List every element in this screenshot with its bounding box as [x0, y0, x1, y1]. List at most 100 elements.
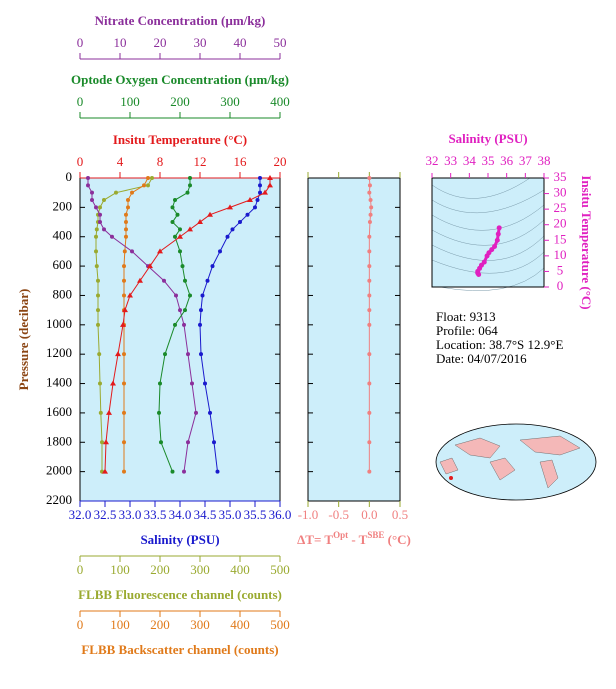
marker — [200, 293, 205, 298]
marker — [178, 227, 182, 232]
marker — [94, 264, 99, 269]
x-tick-label: 35.0 — [219, 507, 242, 522]
marker — [367, 183, 372, 188]
label-part: (°C) — [384, 532, 411, 547]
marker — [367, 440, 372, 445]
ts-panel — [432, 178, 544, 287]
y-tick-label: 1800 — [46, 433, 72, 448]
marker — [173, 234, 177, 239]
ts-point — [476, 272, 482, 278]
marker — [147, 263, 153, 269]
marker — [86, 183, 90, 188]
marker — [367, 278, 372, 283]
x-tick-label: 4 — [117, 154, 124, 169]
marker — [253, 205, 257, 210]
ts-point — [494, 237, 500, 243]
marker — [137, 277, 143, 283]
marker — [205, 278, 210, 283]
ts-point — [484, 253, 490, 259]
x-tick-label: 0 — [77, 562, 84, 577]
x-tick-label: 10 — [114, 35, 127, 50]
marker — [162, 278, 166, 283]
y-tick-label: 2200 — [46, 492, 72, 507]
marker — [98, 212, 102, 217]
marker — [367, 190, 372, 195]
marker — [157, 410, 161, 415]
marker — [122, 352, 126, 357]
marker — [368, 198, 373, 203]
marker — [124, 227, 128, 232]
marker — [230, 227, 235, 232]
marker — [114, 190, 118, 195]
marker — [96, 278, 100, 283]
x-tick-label: 50 — [274, 35, 287, 50]
x-tick-label: 300 — [190, 562, 210, 577]
marker — [186, 352, 190, 357]
marker — [187, 226, 193, 232]
marker — [367, 410, 372, 415]
y-tick-label: 30 — [554, 185, 567, 200]
marker — [367, 264, 372, 269]
x-tick-label: 0 — [77, 94, 84, 109]
marker — [90, 190, 94, 195]
marker — [115, 351, 121, 357]
x-tick-label: 500 — [270, 562, 290, 577]
x-tick-label: 38 — [538, 153, 551, 168]
marker — [367, 234, 372, 239]
marker — [367, 469, 372, 474]
y-tick-label: 25 — [554, 200, 567, 215]
marker — [170, 469, 175, 474]
marker — [170, 220, 175, 225]
marker — [130, 190, 134, 195]
y-tick-label: 600 — [53, 257, 73, 272]
main-panel — [80, 178, 280, 501]
marker — [180, 264, 185, 269]
marker — [267, 182, 273, 188]
marker — [367, 293, 372, 298]
x-tick-label: 32.0 — [69, 507, 92, 522]
marker — [94, 234, 98, 239]
marker — [210, 264, 215, 269]
marker — [98, 410, 103, 415]
x-tick-label: 35 — [482, 153, 495, 168]
marker — [185, 190, 190, 195]
label-part: Opt — [333, 530, 348, 540]
y-tick-label: 800 — [53, 286, 73, 301]
x-axis-label: FLBB Backscatter channel (counts) — [81, 642, 278, 657]
marker — [122, 440, 126, 445]
x-tick-label: 0.5 — [392, 507, 408, 522]
marker — [122, 410, 126, 415]
x-tick-label: -0.5 — [328, 507, 349, 522]
x-tick-label: 300 — [190, 617, 210, 632]
marker — [198, 322, 202, 327]
x-tick-label: 12 — [194, 154, 207, 169]
y-tick-label: 20 — [554, 216, 567, 231]
marker — [188, 293, 192, 298]
x-tick-label: 200 — [150, 562, 170, 577]
marker — [203, 381, 207, 386]
y-axis-label: Pressure (decibar) — [16, 289, 31, 391]
marker — [98, 205, 102, 210]
x-tick-label: 8 — [157, 154, 164, 169]
x-axis-label: Salinity (PSU) — [140, 532, 219, 547]
x-tick-label: 0 — [77, 35, 84, 50]
y-axis-label: Insitu Temperature (°C) — [579, 175, 594, 309]
marker — [368, 212, 373, 217]
x-axis-label: Salinity (PSU) — [448, 131, 527, 146]
world-map — [435, 423, 597, 501]
y-tick-label: 1400 — [46, 375, 72, 390]
marker — [245, 212, 250, 217]
x-tick-label: 20 — [154, 35, 167, 50]
marker — [173, 198, 177, 203]
marker — [126, 198, 130, 203]
marker — [122, 278, 126, 283]
x-tick-label: 400 — [230, 562, 250, 577]
marker — [86, 176, 90, 180]
marker — [94, 227, 99, 232]
profile-line — [104, 178, 271, 472]
x-tick-label: 100 — [120, 94, 140, 109]
label-part: SBE — [367, 530, 384, 540]
x-tick-label: 0.0 — [361, 507, 377, 522]
marker — [100, 440, 104, 445]
